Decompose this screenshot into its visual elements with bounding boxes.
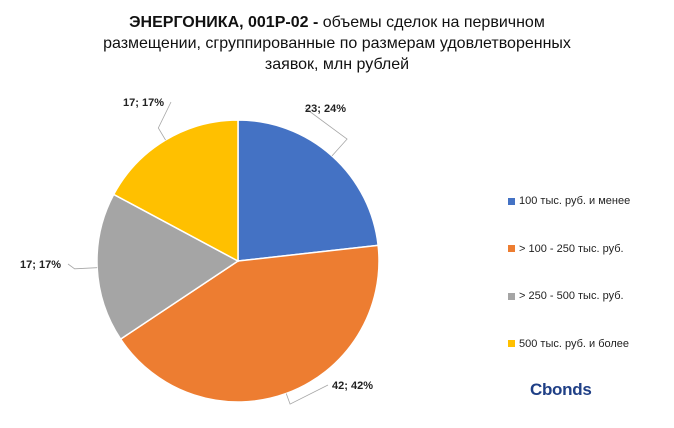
chart-title-rest: объемы сделок на первичном размещении, с…	[103, 14, 571, 73]
legend-item-3: 500 тыс. руб. и более	[508, 336, 668, 352]
pie-leader-line-2	[67, 263, 98, 270]
legend-item-0: 100 тыс. руб. и менее	[508, 193, 668, 209]
chart-title: ЭНЕРГОНИКА, 001Р-02 - объемы сделок на п…	[90, 12, 584, 75]
legend-item-1: > 100 - 250 тыс. руб.	[508, 241, 668, 257]
pie-slice-3	[112, 119, 239, 263]
legend-item-2: > 250 - 500 тыс. руб.	[508, 288, 668, 304]
pie-data-label-0: 23; 24%	[305, 103, 346, 115]
legend-label-2: > 250 - 500 тыс. руб.	[519, 290, 624, 302]
chart-legend: 100 тыс. руб. и менее > 100 - 250 тыс. ру…	[508, 193, 668, 383]
pie-leader-line-0	[304, 107, 348, 157]
legend-label-3: 500 тыс. руб. и более	[519, 337, 630, 350]
chart-title-bold: ЭНЕРГОНИКА, 001Р-02 -	[129, 14, 319, 31]
pie-slice-0	[237, 119, 379, 262]
legend-label-0: 100 тыс. руб. и менее	[519, 195, 631, 207]
legend-swatch-2	[508, 292, 515, 300]
legend-label-1: > 100 - 250 тыс. руб.	[519, 242, 624, 255]
legend-swatch-0	[508, 197, 515, 205]
pie-leader-line-3	[157, 101, 172, 141]
legend-swatch-3	[508, 340, 515, 347]
cbonds-logo: Cbonds	[530, 380, 592, 399]
pie-data-label-2: 17; 17%	[20, 259, 61, 271]
pie-data-label-3: 17; 17%	[123, 97, 164, 109]
pie-data-label-1: 42; 42%	[332, 380, 373, 392]
pie-slice-2	[96, 193, 240, 341]
pie-slice-1	[119, 244, 380, 403]
legend-swatch-1	[508, 245, 515, 252]
pie-leader-line-1	[285, 384, 329, 405]
